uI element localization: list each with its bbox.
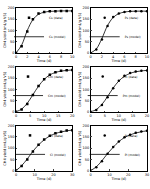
svg-text:200: 200 <box>83 124 90 128</box>
svg-text:0: 0 <box>15 55 17 59</box>
svg-text:Cl (model): Cl (model) <box>50 153 66 157</box>
svg-text:30: 30 <box>70 173 74 177</box>
svg-text:Cs (data): Cs (data) <box>49 16 63 20</box>
svg-text:200: 200 <box>83 65 90 69</box>
svg-text:0: 0 <box>87 169 89 173</box>
svg-text:50: 50 <box>10 40 14 44</box>
svg-text:15: 15 <box>56 114 60 118</box>
svg-text:Time (d): Time (d) <box>111 177 127 181</box>
svg-text:0: 0 <box>12 169 14 173</box>
svg-text:0: 0 <box>12 51 14 55</box>
svg-text:50: 50 <box>10 99 14 103</box>
svg-text:20: 20 <box>145 114 149 118</box>
svg-text:2: 2 <box>26 55 28 59</box>
svg-text:150: 150 <box>8 76 15 80</box>
svg-text:10: 10 <box>145 55 149 59</box>
svg-text:Time (d): Time (d) <box>36 177 52 181</box>
svg-text:0: 0 <box>87 110 89 114</box>
svg-text:CH4 yield (mL/g VS): CH4 yield (mL/g VS) <box>3 12 7 48</box>
svg-text:Time (d): Time (d) <box>111 118 127 122</box>
svg-text:6: 6 <box>123 55 125 59</box>
svg-text:0: 0 <box>90 55 92 59</box>
svg-text:Pl (data): Pl (data) <box>125 134 138 138</box>
svg-text:Time (d): Time (d) <box>111 59 127 63</box>
svg-text:Pm (model): Pm (model) <box>123 94 140 98</box>
svg-text:10: 10 <box>33 173 37 177</box>
svg-text:CH4 yield (mL/g VS): CH4 yield (mL/g VS) <box>78 71 82 107</box>
svg-text:8: 8 <box>60 55 62 59</box>
svg-text:10: 10 <box>107 173 111 177</box>
svg-text:50: 50 <box>85 99 89 103</box>
svg-text:Pm (data): Pm (data) <box>123 75 138 79</box>
svg-text:200: 200 <box>8 6 15 10</box>
svg-text:0: 0 <box>15 173 17 177</box>
svg-text:0: 0 <box>90 173 92 177</box>
svg-text:20: 20 <box>51 173 55 177</box>
svg-text:200: 200 <box>83 6 90 10</box>
svg-text:100: 100 <box>8 146 15 150</box>
svg-text:Cm (data): Cm (data) <box>48 75 63 79</box>
svg-text:200: 200 <box>8 65 15 69</box>
svg-text:CH4 yield (mL/g VS): CH4 yield (mL/g VS) <box>78 12 82 48</box>
svg-text:30: 30 <box>145 173 149 177</box>
svg-text:0: 0 <box>87 51 89 55</box>
svg-text:150: 150 <box>83 17 90 21</box>
svg-text:4: 4 <box>37 55 40 59</box>
svg-text:150: 150 <box>83 135 90 139</box>
svg-text:50: 50 <box>10 158 14 162</box>
svg-text:200: 200 <box>8 124 15 128</box>
svg-text:150: 150 <box>83 76 90 80</box>
svg-text:8: 8 <box>135 55 137 59</box>
svg-text:0: 0 <box>15 114 17 118</box>
svg-text:CH4 yield (mL/g VS): CH4 yield (mL/g VS) <box>3 71 7 107</box>
svg-text:20: 20 <box>126 173 130 177</box>
svg-text:50: 50 <box>85 40 89 44</box>
svg-text:Time (d): Time (d) <box>36 118 52 122</box>
svg-text:Pl (model): Pl (model) <box>125 153 140 157</box>
svg-text:0: 0 <box>12 110 14 114</box>
svg-text:15: 15 <box>131 114 135 118</box>
svg-text:2: 2 <box>101 55 103 59</box>
svg-text:Cl (data): Cl (data) <box>50 134 63 138</box>
svg-text:6: 6 <box>49 55 51 59</box>
svg-text:Ps (data): Ps (data) <box>125 16 138 20</box>
svg-text:Time (d): Time (d) <box>36 59 52 63</box>
svg-text:100: 100 <box>8 88 15 92</box>
svg-text:Cs (model): Cs (model) <box>49 35 65 39</box>
svg-text:100: 100 <box>83 146 90 150</box>
svg-text:100: 100 <box>83 29 90 33</box>
svg-text:CH4 yield (mL/g VS): CH4 yield (mL/g VS) <box>3 130 7 166</box>
svg-text:100: 100 <box>83 88 90 92</box>
svg-text:CH4 yield (mL/g VS): CH4 yield (mL/g VS) <box>78 130 82 166</box>
svg-text:Ps (model): Ps (model) <box>125 35 141 39</box>
svg-text:10: 10 <box>42 114 46 118</box>
svg-text:Cm (model): Cm (model) <box>48 94 66 98</box>
svg-text:5: 5 <box>29 114 31 118</box>
svg-text:150: 150 <box>8 17 15 21</box>
svg-text:10: 10 <box>70 55 74 59</box>
svg-text:0: 0 <box>90 114 92 118</box>
svg-text:20: 20 <box>70 114 74 118</box>
svg-text:150: 150 <box>8 135 15 139</box>
svg-text:10: 10 <box>117 114 121 118</box>
svg-text:5: 5 <box>104 114 106 118</box>
svg-text:50: 50 <box>85 158 89 162</box>
svg-text:100: 100 <box>8 29 15 33</box>
svg-text:4: 4 <box>112 55 115 59</box>
